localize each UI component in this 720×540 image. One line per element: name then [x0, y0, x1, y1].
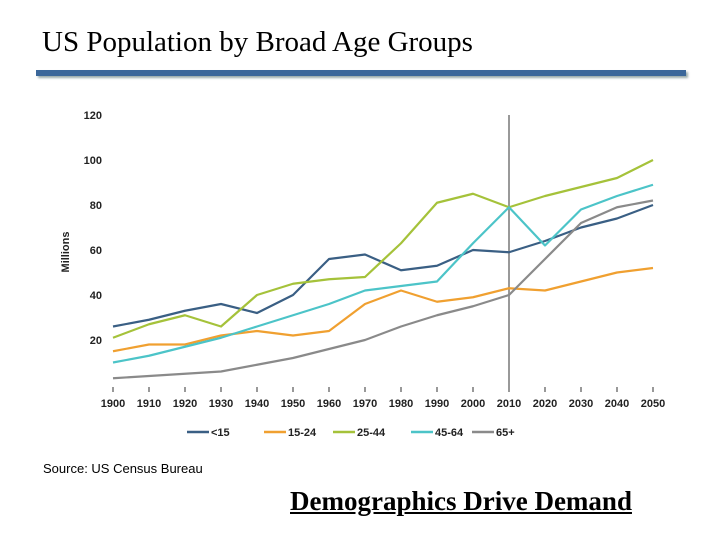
- x-tick-label: 2030: [569, 398, 593, 410]
- x-tick-label: 2010: [497, 398, 521, 410]
- y-axis-label: Millions: [60, 232, 72, 273]
- series-line-45-64: [112, 183, 654, 364]
- x-tick-label: 2020: [533, 398, 557, 410]
- y-tick-label: 100: [84, 155, 102, 167]
- series-line-15-24: [112, 266, 654, 353]
- x-tick-label: 1940: [245, 398, 269, 410]
- x-tick-label: 1920: [173, 398, 197, 410]
- legend-label: <15: [211, 427, 230, 439]
- x-tick-label: 1960: [317, 398, 341, 410]
- y-tick-label: 80: [90, 200, 102, 212]
- series-line--15: [112, 203, 654, 328]
- x-tick-label: 2000: [461, 398, 485, 410]
- series-line-25-44: [112, 159, 654, 339]
- x-tick-label: 1950: [281, 398, 305, 410]
- y-tick-label: 120: [84, 110, 102, 122]
- series-line-65-: [112, 199, 654, 380]
- x-tick-label: 2040: [605, 398, 629, 410]
- x-tick-label: 2050: [641, 398, 665, 410]
- slide-title: US Population by Broad Age Groups: [42, 26, 473, 58]
- x-tick-label: 1990: [425, 398, 449, 410]
- x-tick-label: 1970: [353, 398, 377, 410]
- y-tick-label: 60: [90, 245, 102, 257]
- x-tick-label: 1900: [101, 398, 125, 410]
- legend-label: 25-44: [357, 427, 386, 439]
- legend-label: 15-24: [288, 427, 317, 439]
- tagline: Demographics Drive Demand: [290, 486, 632, 516]
- title-underline-bar: [36, 70, 686, 76]
- x-tick-label: 1930: [209, 398, 233, 410]
- x-tick-label: 1980: [389, 398, 413, 410]
- y-tick-label: 20: [90, 335, 102, 347]
- legend-label: 65+: [496, 427, 515, 439]
- y-tick-label: 40: [90, 290, 102, 302]
- x-tick-label: 1910: [137, 398, 161, 410]
- legend-label: 45-64: [435, 427, 464, 439]
- source-note: Source: US Census Bureau: [43, 461, 203, 476]
